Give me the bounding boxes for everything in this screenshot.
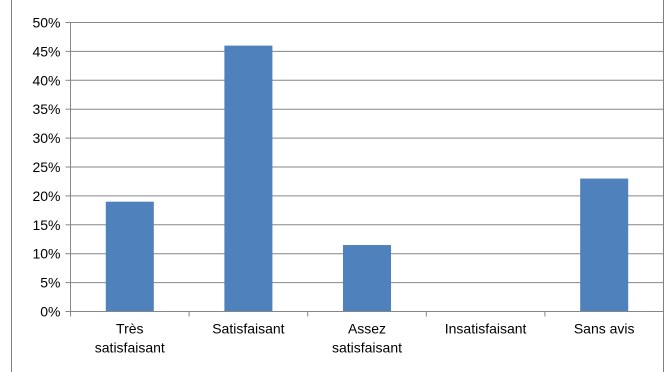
bar-series xyxy=(105,45,629,312)
gridlines xyxy=(70,22,664,284)
y-tick-label: 5% xyxy=(40,275,60,291)
x-tick-labels: Très satisfaisant Satisfaisant Assez satisfa… xyxy=(95,321,635,356)
y-tick-label: 30% xyxy=(32,130,60,146)
x-tick-label: Satisfaisant xyxy=(212,321,284,337)
bar xyxy=(342,245,392,312)
bar xyxy=(580,178,629,312)
y-tick-label: 10% xyxy=(32,246,60,262)
y-tick-labels: 0% 5% 10% 15% 20% 25% 30% 35% 40% 45% 50% xyxy=(32,15,60,320)
bar xyxy=(224,45,273,312)
x-tick-label: Sans avis xyxy=(574,321,635,337)
x-tick-label: Très satisfaisant xyxy=(95,321,165,356)
y-tick-label: 25% xyxy=(32,159,60,175)
y-tick-label: 20% xyxy=(32,188,60,204)
y-tick-label: 45% xyxy=(32,43,60,59)
x-tick-label: Assez satisfaisant xyxy=(332,321,402,356)
y-tick-label: 0% xyxy=(40,304,60,320)
y-tick-label: 50% xyxy=(32,15,60,31)
y-tick-label: 35% xyxy=(32,101,60,117)
y-tick-label: 40% xyxy=(32,72,60,88)
axes xyxy=(65,22,664,317)
bar xyxy=(105,201,154,312)
y-tick-label: 15% xyxy=(32,217,60,233)
x-tick-label: Insatisfaisant xyxy=(445,321,527,337)
